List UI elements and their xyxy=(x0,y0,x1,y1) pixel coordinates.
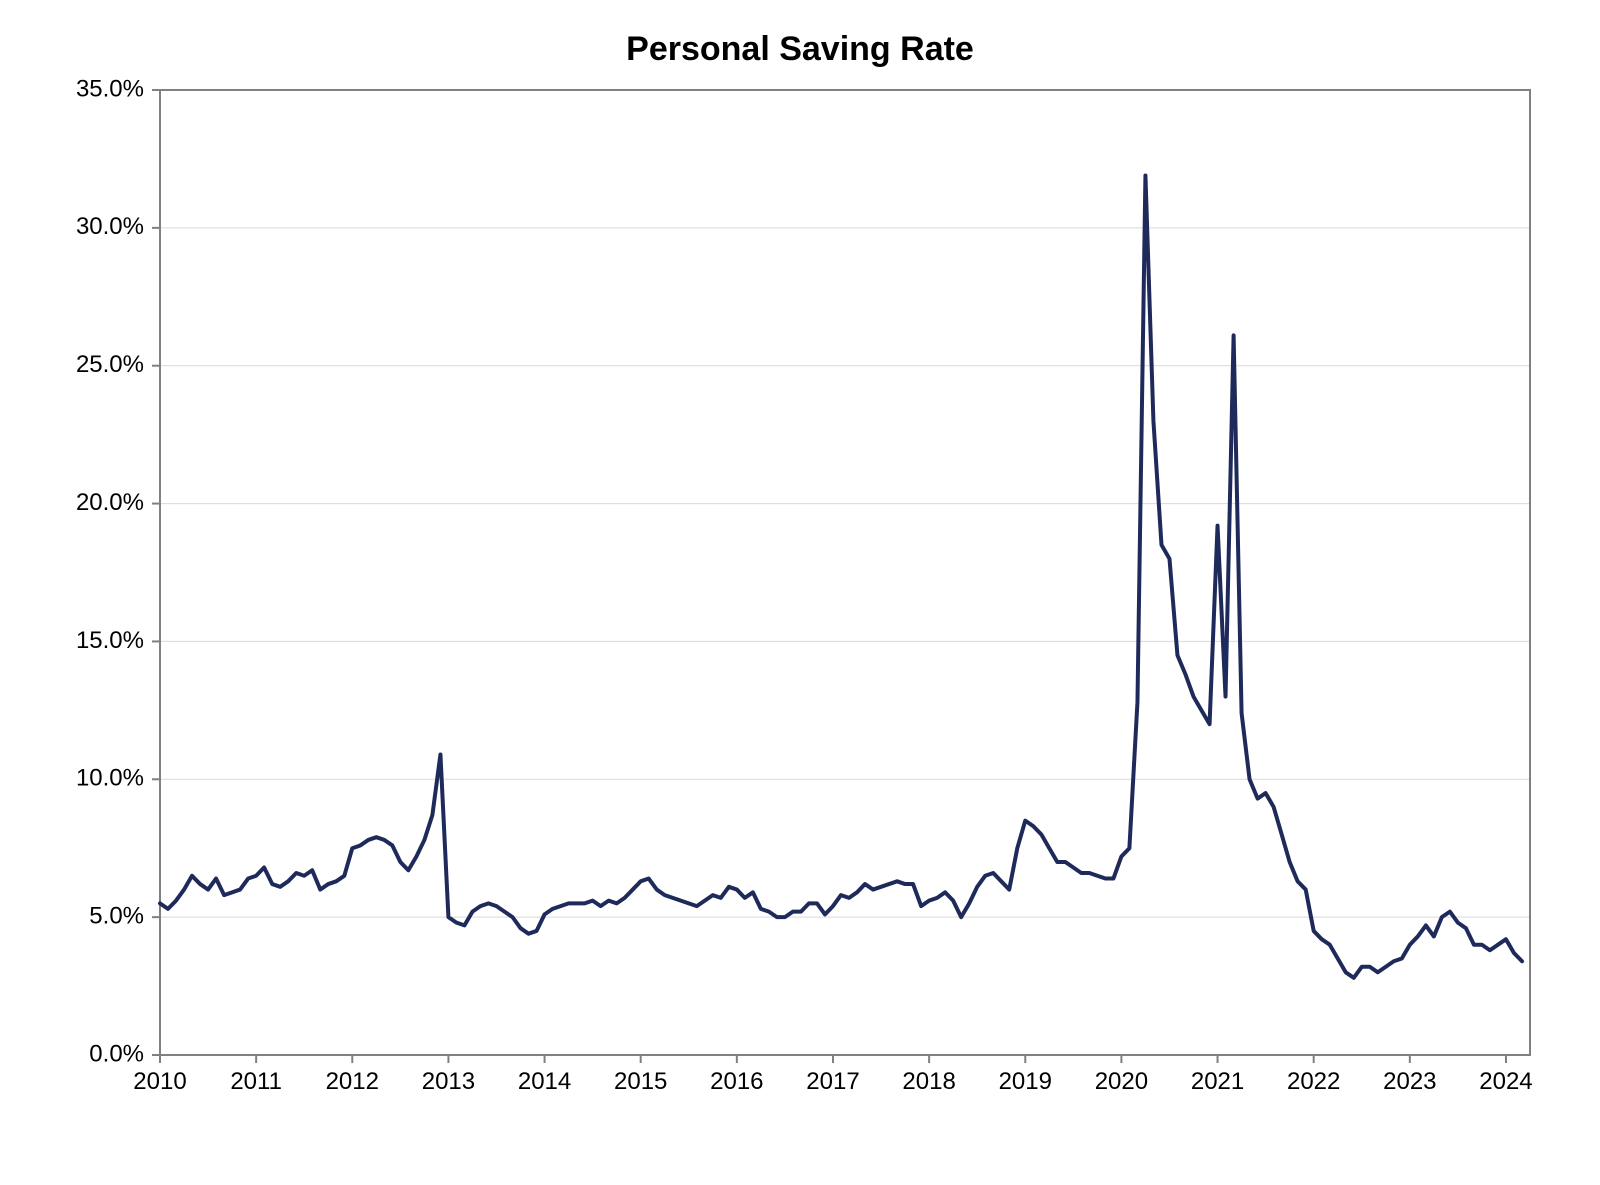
y-axis: 0.0% 5.0% 10.0% 15.0% 20.0% 25.0% 30.0% 35.0% xyxy=(76,75,160,1067)
x-tick-label: 2010 xyxy=(133,1068,186,1095)
x-tick-label: 2017 xyxy=(806,1068,859,1095)
x-tick-label: 2019 xyxy=(999,1068,1052,1095)
y-tick-label: 20.0% xyxy=(76,489,144,516)
x-tick-label: 2024 xyxy=(1479,1068,1532,1095)
x-tick-label: 2018 xyxy=(902,1068,955,1095)
x-tick-label: 2015 xyxy=(614,1068,667,1095)
x-axis: 2010 2011 2012 2013 2014 2015 2016 2017 2018 2019… xyxy=(133,1055,1532,1095)
y-tick-label: 15.0% xyxy=(76,627,144,654)
y-tick-label: 30.0% xyxy=(76,213,144,240)
x-tick-label: 2022 xyxy=(1287,1068,1340,1095)
x-tick-label: 2012 xyxy=(326,1068,379,1095)
y-tick-label: 25.0% xyxy=(76,351,144,378)
y-tick-label: 5.0% xyxy=(89,902,144,929)
y-tick-label: 10.0% xyxy=(76,765,144,792)
x-tick-label: 2023 xyxy=(1383,1068,1436,1095)
y-tick-label: 0.0% xyxy=(89,1040,144,1067)
x-tick-label: 2020 xyxy=(1095,1068,1148,1095)
x-tick-label: 2013 xyxy=(422,1068,475,1095)
x-tick-label: 2016 xyxy=(710,1068,763,1095)
x-tick-label: 2011 xyxy=(230,1068,282,1095)
chart-container: Personal Saving Rate 0.0% 5.0% 10.0% 15.0% 2… xyxy=(0,0,1600,1185)
x-tick-label: 2014 xyxy=(518,1068,571,1095)
chart-svg: 0.0% 5.0% 10.0% 15.0% 20.0% 25.0% 30.0% 35.0% 20… xyxy=(0,0,1600,1185)
y-tick-label: 35.0% xyxy=(76,75,144,102)
chart-title: Personal Saving Rate xyxy=(0,30,1600,69)
plot-background xyxy=(160,90,1530,1055)
x-tick-label: 2021 xyxy=(1191,1068,1244,1095)
